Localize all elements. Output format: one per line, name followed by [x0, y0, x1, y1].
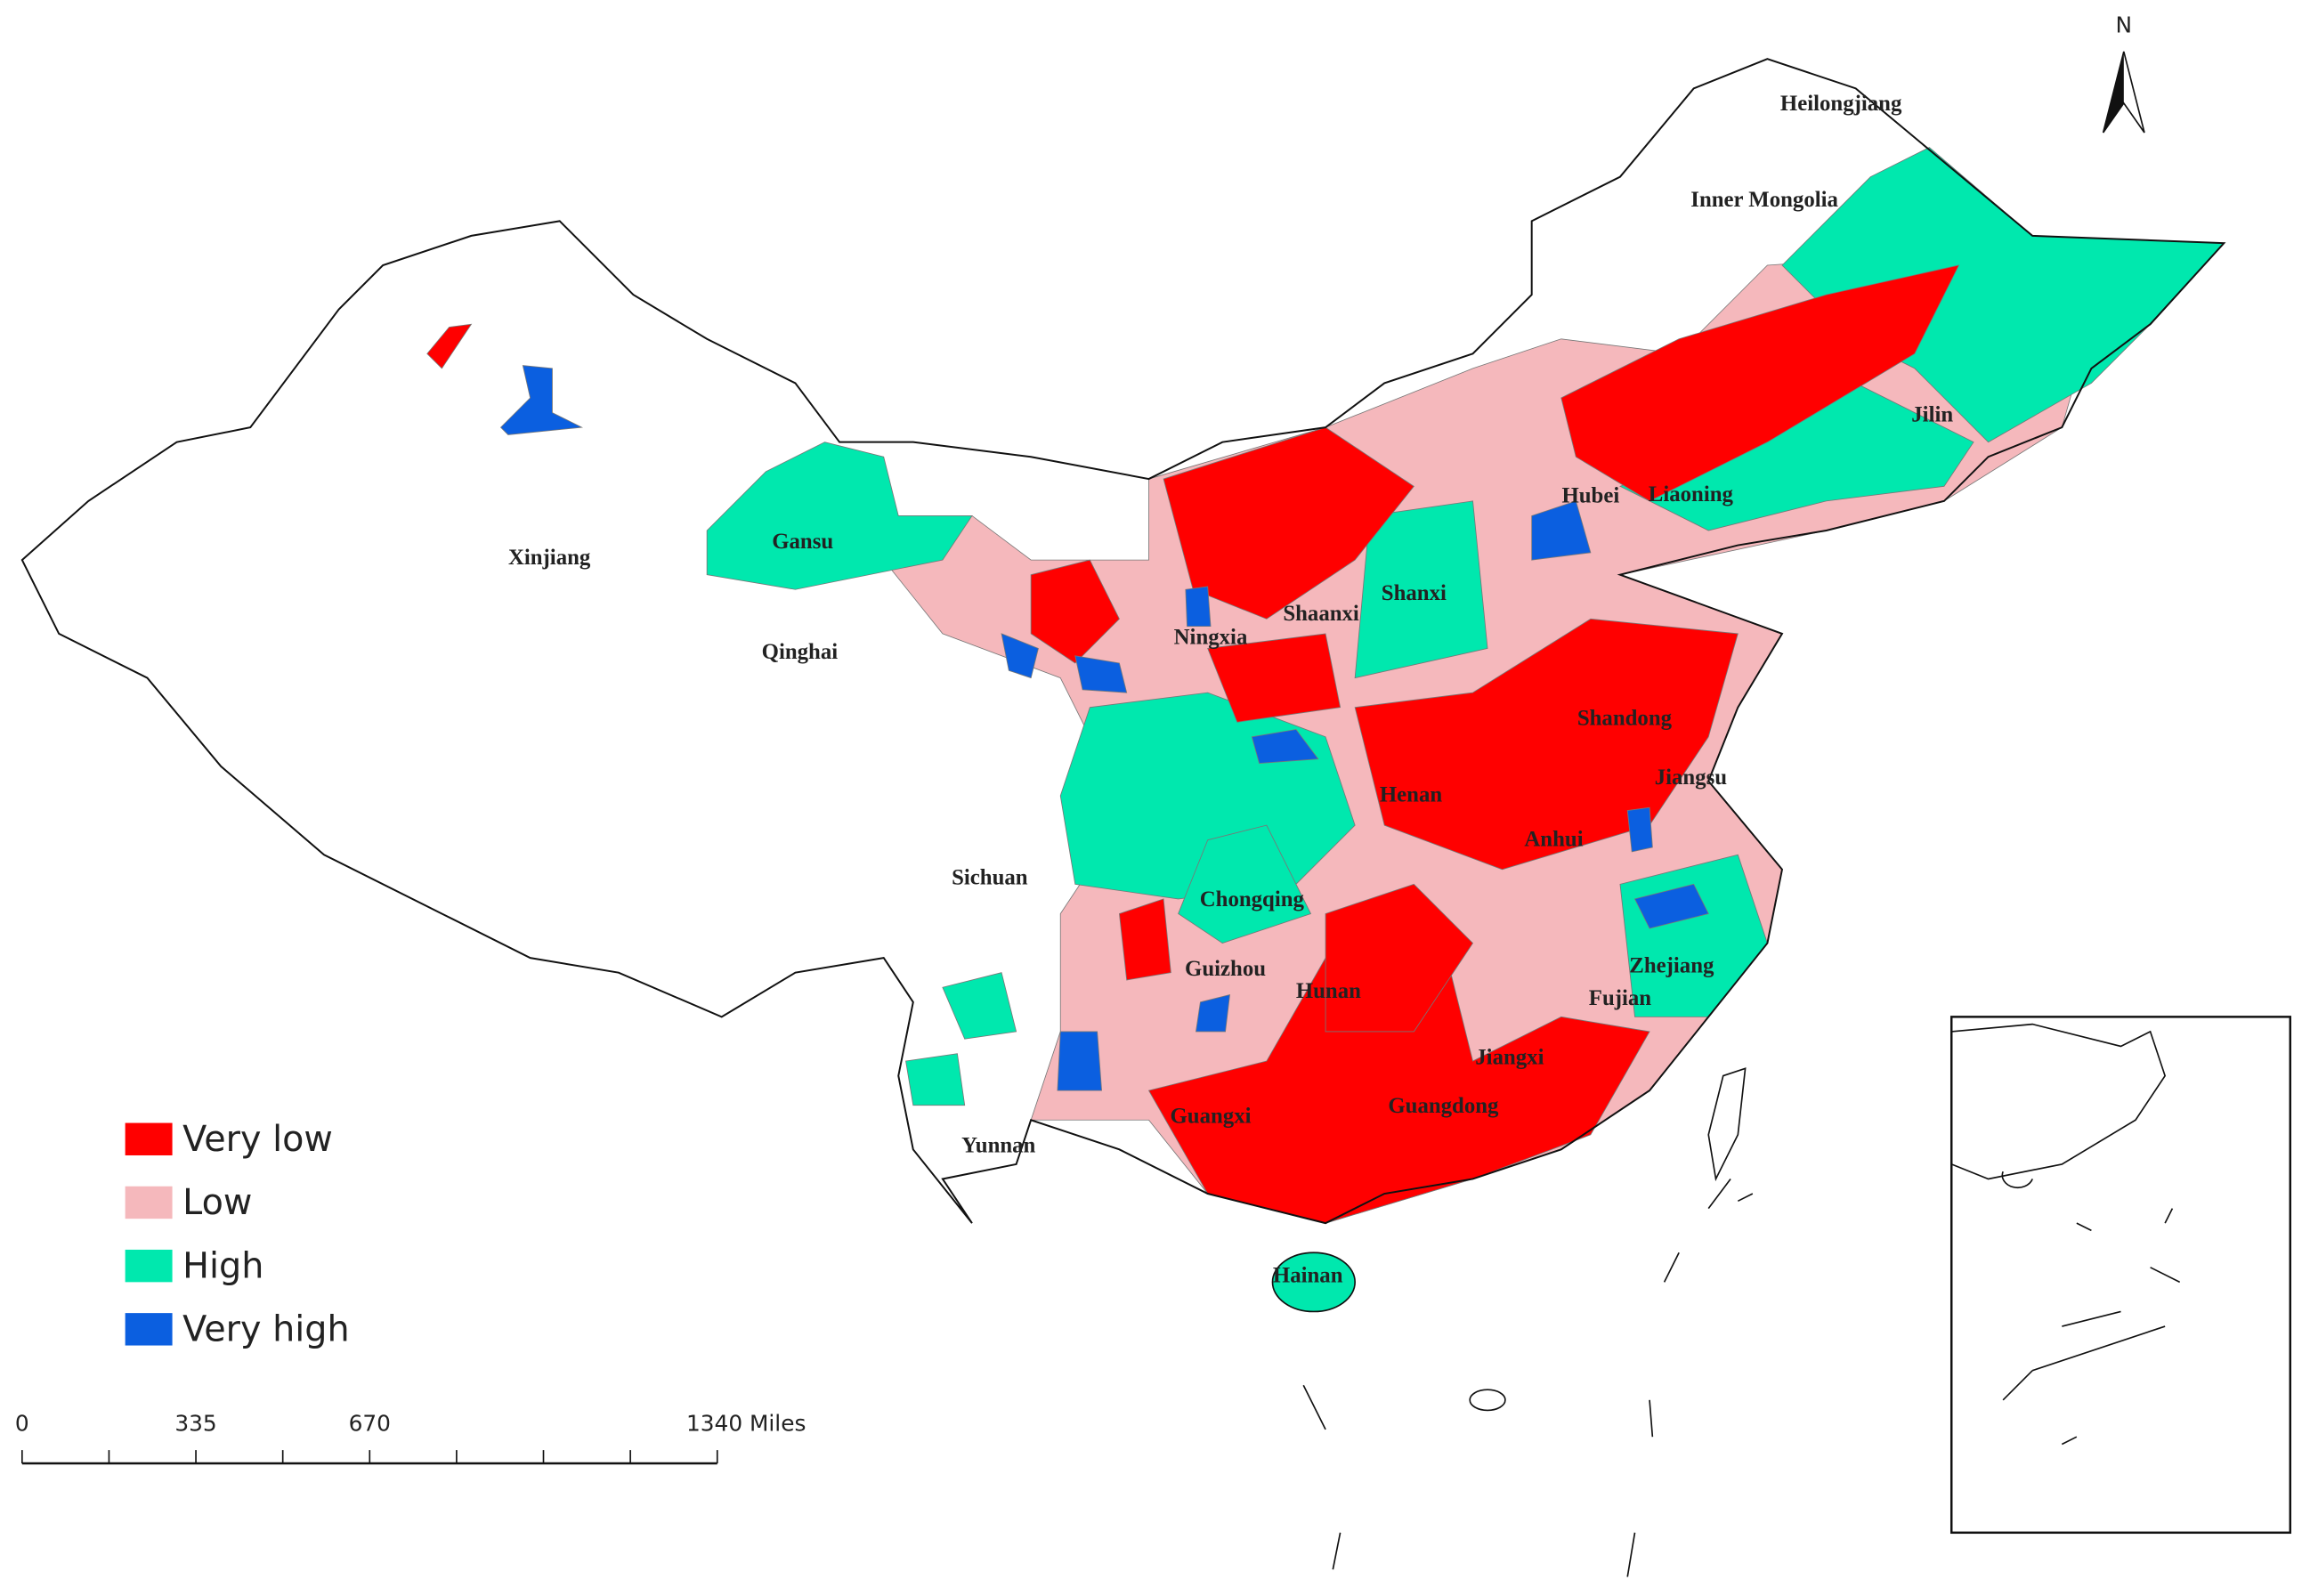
region: [426, 323, 473, 369]
scale-bar: 0 335 670 1340 Miles: [15, 1411, 806, 1465]
province-labels: Heilongjiang Inner Mongolia Jilin Liaoning H…: [508, 92, 1953, 1287]
legend-swatch: [125, 1249, 173, 1283]
region: [1531, 500, 1592, 561]
region: [942, 972, 1017, 1040]
hainan-island: [1271, 1252, 1356, 1313]
province-label: Henan: [1380, 783, 1442, 807]
province-label: Jiangsu: [1655, 766, 1728, 790]
region: [1118, 898, 1171, 981]
province-label: Guizhou: [1185, 957, 1266, 981]
region: [1251, 729, 1319, 765]
region: [1354, 500, 1488, 679]
region: [1560, 264, 1960, 502]
scale-label: 0: [15, 1411, 29, 1437]
province-label: Xinjiang: [508, 546, 591, 570]
province-label: Hunan: [1296, 979, 1361, 1003]
region: [1626, 806, 1653, 853]
region: [1195, 993, 1230, 1033]
legend: Very low Low High Very high: [125, 1119, 350, 1350]
region: [1030, 559, 1120, 664]
province-label: Shandong: [1577, 707, 1673, 731]
province-label: Shaanxi: [1283, 602, 1359, 626]
regions: [426, 147, 2225, 1224]
islands: [1302, 1178, 1754, 1577]
province-label: Jiangxi: [1475, 1045, 1544, 1069]
province-label: Shanxi: [1382, 581, 1447, 605]
region: [1001, 633, 1039, 679]
legend-label: Very high: [182, 1309, 350, 1350]
province-label: Ningxia: [1174, 625, 1248, 649]
province-label: Zhejiang: [1629, 954, 1714, 978]
region: [706, 442, 973, 590]
region: [1354, 618, 1739, 871]
province-label: Hubei: [1561, 484, 1619, 508]
province-label: Anhui: [1524, 827, 1583, 851]
region: [905, 1053, 966, 1106]
inset-map: [1950, 1023, 2181, 1446]
scale-label: 670: [349, 1411, 391, 1437]
north-arrow: [2103, 51, 2124, 134]
province-label: Heilongjiang: [1780, 92, 1902, 116]
country-outline: [20, 58, 2226, 1225]
region: [1057, 1031, 1103, 1091]
taiwan-island: [1707, 1067, 1747, 1182]
inset-frame: [1949, 1016, 2292, 1535]
province-label: Inner Mongolia: [1690, 188, 1838, 212]
province-label: Guangxi: [1171, 1105, 1252, 1129]
province-label: Liaoning: [1649, 482, 1734, 506]
province-label: Fujian: [1589, 986, 1651, 1010]
north-label: N: [2116, 12, 2133, 37]
region: [1325, 883, 1474, 1033]
province-label: Gansu: [772, 530, 833, 554]
province-label: Yunnan: [961, 1134, 1035, 1158]
province-label: Qinghai: [762, 640, 839, 664]
legend-label: High: [182, 1245, 263, 1286]
legend-label: Very low: [182, 1119, 333, 1160]
region: [499, 365, 583, 435]
legend-swatch: [125, 1122, 173, 1155]
scale-label: 335: [174, 1411, 216, 1437]
region: [1074, 655, 1128, 693]
province-label: Jilin: [1911, 402, 1953, 426]
scale-label: 1340 Miles: [686, 1411, 806, 1437]
islands: [1469, 1389, 1506, 1412]
region: [1207, 633, 1341, 723]
province-label: Chongqing: [1200, 887, 1305, 911]
region: [1633, 883, 1709, 929]
region: [1185, 586, 1212, 628]
province-label: Hainan: [1273, 1263, 1343, 1287]
legend-label: Low: [182, 1182, 252, 1223]
province-label: Guangdong: [1388, 1094, 1499, 1118]
legend-swatch: [125, 1186, 173, 1219]
legend-swatch: [125, 1313, 173, 1346]
region: [1178, 824, 1312, 944]
province-label: Sichuan: [952, 865, 1028, 889]
